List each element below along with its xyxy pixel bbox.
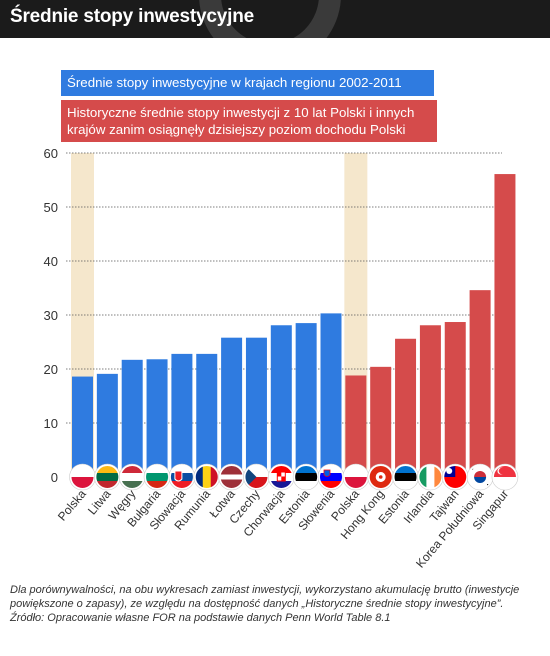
bar	[221, 337, 243, 477]
y-tick-label: 0	[51, 470, 58, 485]
flag-slovenia-icon	[317, 463, 345, 491]
legend-blue-series: Średnie stopy inwestycyjne w krajach reg…	[61, 70, 434, 96]
flag-croatia-icon	[267, 463, 295, 491]
bar	[494, 174, 516, 477]
flag-ireland-icon	[417, 463, 444, 491]
bar	[395, 338, 417, 477]
bar	[345, 375, 367, 477]
bar	[146, 359, 168, 477]
bar-chart: 0102030405060PolskaLitwaWęgryBułgariaSło…	[44, 146, 519, 571]
y-tick-label: 40	[44, 254, 58, 269]
flag-poland-icon	[342, 463, 370, 491]
flag-lithuania-icon	[94, 463, 121, 491]
bar	[469, 290, 491, 477]
x-tick-label: Polska	[55, 487, 89, 524]
flag-romania-icon	[193, 463, 221, 491]
flag-hungary-icon	[118, 463, 146, 491]
flag-poland-icon	[69, 463, 96, 491]
y-tick-label: 50	[44, 200, 58, 215]
flag-slovakia-icon	[168, 463, 196, 491]
flag-taiwan-icon	[441, 463, 469, 491]
y-tick-label: 20	[44, 362, 58, 377]
header-bar: Średnie stopy inwestycyjne	[0, 0, 550, 38]
flag-latvia-icon	[218, 463, 245, 491]
bar	[196, 353, 218, 477]
flag-estonia-icon	[392, 463, 419, 491]
footer-notes: Dla porównywalności, na obu wykresach za…	[10, 583, 540, 625]
flag-estonia-icon	[292, 463, 320, 491]
bar	[245, 337, 267, 477]
y-tick-label: 60	[44, 146, 58, 161]
bar	[171, 353, 193, 477]
bar	[96, 373, 118, 477]
y-tick-label: 10	[44, 416, 58, 431]
footer-source: Źródło: Opracowanie własne FOR na podsta…	[10, 612, 391, 624]
bar	[444, 322, 466, 477]
bar	[320, 313, 342, 477]
y-tick-label: 30	[44, 308, 58, 323]
bar	[121, 359, 143, 477]
flag-southkorea-icon	[466, 463, 494, 491]
flag-bulgaria-icon	[143, 463, 171, 491]
footer-note: Dla porównywalności, na obu wykresach za…	[10, 584, 520, 610]
page-title: Średnie stopy inwestycyjne	[10, 6, 254, 27]
bar	[370, 366, 392, 477]
bar	[295, 323, 317, 477]
flag-singapore-icon	[491, 463, 519, 491]
bar	[270, 325, 292, 477]
flag-czechia-icon	[243, 463, 270, 491]
legend-red-series: Historyczne średnie stopy inwestycji z 1…	[61, 100, 437, 142]
bar	[419, 325, 441, 477]
flag-hongkong-icon	[367, 463, 395, 491]
bar	[72, 376, 93, 477]
